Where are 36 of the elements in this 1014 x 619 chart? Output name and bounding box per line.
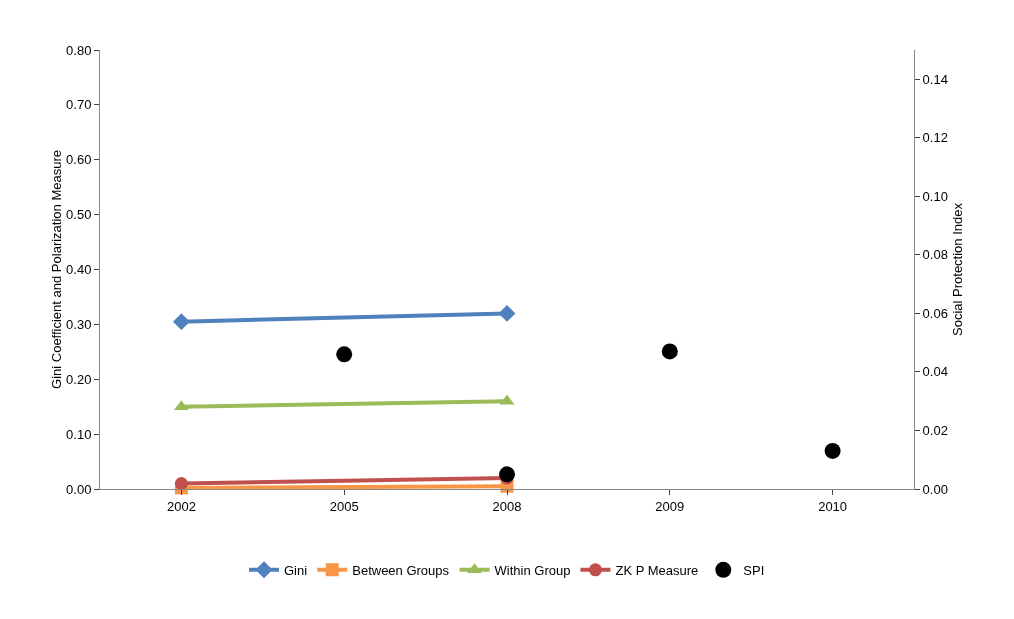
y-tick-label: 0.40 bbox=[66, 262, 92, 278]
y-axis-title: Gini Coefficient and Polarization Measure bbox=[49, 150, 65, 389]
x-tick-label: 2002 bbox=[166, 498, 196, 514]
y-tick-label: 0.70 bbox=[66, 97, 92, 113]
legend-label: Between Groups bbox=[352, 562, 450, 578]
point bbox=[174, 477, 188, 490]
y-tick-label: 0.00 bbox=[66, 481, 92, 497]
y2-tick-label: 0.00 bbox=[922, 481, 948, 497]
y2-tick-label: 0.06 bbox=[922, 305, 948, 321]
legend-label: ZK P Measure bbox=[615, 562, 699, 578]
point bbox=[336, 346, 353, 363]
y-tick-label: 0.80 bbox=[66, 42, 92, 58]
y2-tick-label: 0.08 bbox=[922, 247, 948, 263]
x-tick-label: 2009 bbox=[655, 498, 685, 514]
y2-axis-title: Social Protection Index bbox=[949, 202, 965, 336]
legend-label: Gini bbox=[284, 562, 308, 578]
y2-tick-label: 0.14 bbox=[922, 71, 948, 87]
y-tick-label: 0.10 bbox=[66, 426, 92, 442]
y2-tick-label: 0.04 bbox=[922, 364, 948, 380]
y2-tick-label: 0.12 bbox=[922, 130, 948, 146]
point bbox=[498, 304, 516, 322]
legend-label: Within Group bbox=[494, 562, 571, 578]
x-tick-label: 2008 bbox=[492, 498, 522, 514]
y-tick-label: 0.60 bbox=[66, 152, 92, 168]
y-tick-label: 0.30 bbox=[66, 316, 92, 332]
y2-tick-label: 0.02 bbox=[922, 423, 948, 439]
y2-tick-label: 0.10 bbox=[922, 188, 948, 204]
x-tick-label: 2010 bbox=[818, 498, 848, 514]
x-tick-label: 2005 bbox=[329, 498, 359, 514]
point bbox=[661, 343, 678, 360]
y-tick-label: 0.20 bbox=[66, 371, 92, 387]
y-tick-label: 0.50 bbox=[66, 207, 92, 223]
legend-label: SPI bbox=[743, 562, 765, 578]
point bbox=[172, 313, 190, 331]
point bbox=[824, 442, 841, 459]
point bbox=[499, 466, 515, 483]
